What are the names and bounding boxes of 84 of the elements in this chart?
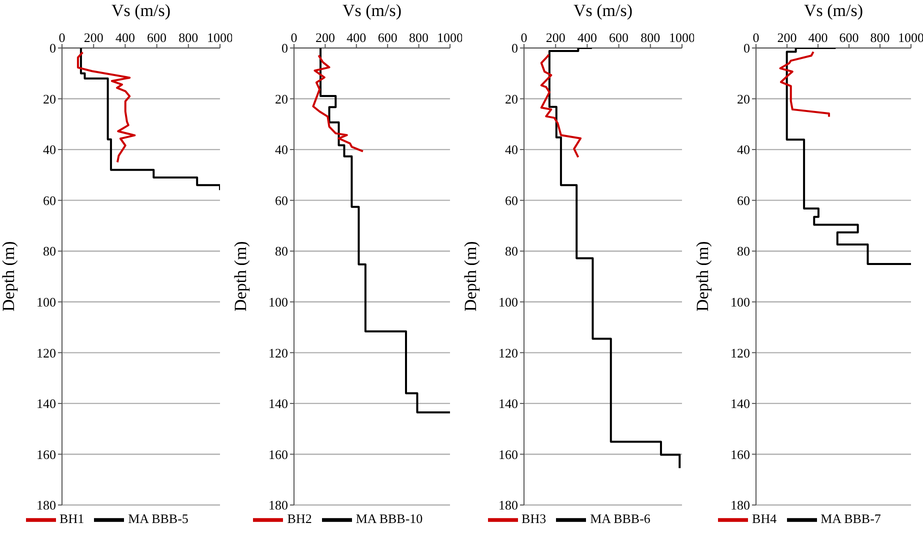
line-series <box>548 48 681 470</box>
legend-label: MA BBB-5 <box>128 510 188 526</box>
line-series <box>312 54 364 152</box>
y-tick-label: 60 <box>275 192 288 208</box>
y-tick-label: 160 <box>730 446 750 462</box>
y-tick-label: 180 <box>36 498 56 513</box>
x-tick-label: 400 <box>115 30 135 45</box>
y-tick-label: 180 <box>730 498 750 513</box>
line-series <box>80 48 220 192</box>
y-axis-title: Depth (m) <box>693 241 712 312</box>
line-series <box>320 48 450 414</box>
x-tick-label: 600 <box>609 30 629 45</box>
x-axis-title: Vs (m/s) <box>111 1 171 20</box>
x-axis-title: Vs (m/s) <box>573 1 633 20</box>
line-series <box>540 54 582 158</box>
y-tick-label: 120 <box>268 345 288 360</box>
y-tick-label: 140 <box>498 396 518 412</box>
y-tick-label: 0 <box>282 40 288 56</box>
x-tick-label: 0 <box>520 30 528 45</box>
x-tick-label: 600 <box>147 30 167 45</box>
y-tick-label: 120 <box>498 345 518 360</box>
y-tick-label: 80 <box>737 244 750 259</box>
x-tick-label: 400 <box>346 30 366 45</box>
x-tick-label: 200 <box>315 30 335 45</box>
y-tick-label: 80 <box>505 244 518 259</box>
y-tick-label: 100 <box>730 294 750 310</box>
y-tick-label: 120 <box>36 345 56 360</box>
x-tick-label: 400 <box>577 30 597 45</box>
y-tick-label: 0 <box>512 40 518 56</box>
y-tick-label: 20 <box>275 91 288 106</box>
x-tick-label: 800 <box>409 30 429 45</box>
legend-label: MA BBB-7 <box>820 510 881 526</box>
y-tick-label: 80 <box>275 244 288 259</box>
legend-label: BH4 <box>752 510 777 526</box>
y-axis-title: Depth (m) <box>461 241 480 312</box>
y-tick-label: 80 <box>43 244 56 259</box>
y-tick-label: 100 <box>36 294 56 310</box>
y-tick-label: 140 <box>36 396 56 412</box>
x-tick-label: 800 <box>178 30 198 45</box>
y-tick-label: 60 <box>43 192 56 208</box>
y-tick-label: 40 <box>505 142 518 158</box>
y-tick-label: 20 <box>43 91 56 106</box>
x-tick-label: 800 <box>640 30 660 45</box>
y-axis-title: Depth (m) <box>231 241 250 312</box>
y-tick-label: 160 <box>268 446 288 462</box>
x-tick-label: 600 <box>839 30 859 45</box>
y-tick-label: 120 <box>730 345 750 360</box>
y-tick-label: 0 <box>50 40 56 56</box>
x-tick-label: 200 <box>546 30 566 45</box>
y-tick-label: 60 <box>505 192 518 208</box>
y-tick-label: 20 <box>737 91 750 106</box>
y-tick-label: 100 <box>498 294 518 310</box>
y-tick-label: 20 <box>505 91 518 106</box>
x-tick-label: 600 <box>378 30 398 45</box>
line-series <box>76 51 136 164</box>
y-tick-label: 60 <box>737 192 750 208</box>
y-axis-title: Depth (m) <box>0 241 18 312</box>
y-tick-label: 40 <box>275 142 288 158</box>
y-tick-label: 180 <box>268 498 288 513</box>
x-axis-title: Vs (m/s) <box>804 1 864 20</box>
legend-label: MA BBB-6 <box>590 510 650 526</box>
y-tick-label: 140 <box>730 396 750 412</box>
y-tick-label: 0 <box>744 40 750 56</box>
y-tick-label: 160 <box>498 446 518 462</box>
y-tick-label: 100 <box>268 294 288 310</box>
x-axis-title: Vs (m/s) <box>342 1 402 20</box>
x-tick-label: 0 <box>752 30 760 45</box>
legend-label: BH2 <box>287 510 312 526</box>
x-tick-label: 0 <box>290 30 298 45</box>
legend-label: MA BBB-10 <box>356 510 423 526</box>
y-tick-label: 40 <box>43 142 56 158</box>
legend-label: BH3 <box>522 510 546 526</box>
line-series <box>779 50 830 118</box>
legend-label: BH1 <box>60 510 84 526</box>
x-tick-label: 200 <box>84 30 104 45</box>
y-tick-label: 140 <box>268 396 288 412</box>
y-tick-label: 40 <box>737 142 750 158</box>
x-tick-label: 800 <box>870 30 890 45</box>
x-tick-label: 200 <box>777 30 797 45</box>
y-tick-label: 180 <box>498 498 518 513</box>
y-tick-label: 160 <box>36 446 56 462</box>
x-tick-label: 0 <box>58 30 66 45</box>
x-tick-label: 400 <box>808 30 828 45</box>
line-series <box>786 48 911 266</box>
